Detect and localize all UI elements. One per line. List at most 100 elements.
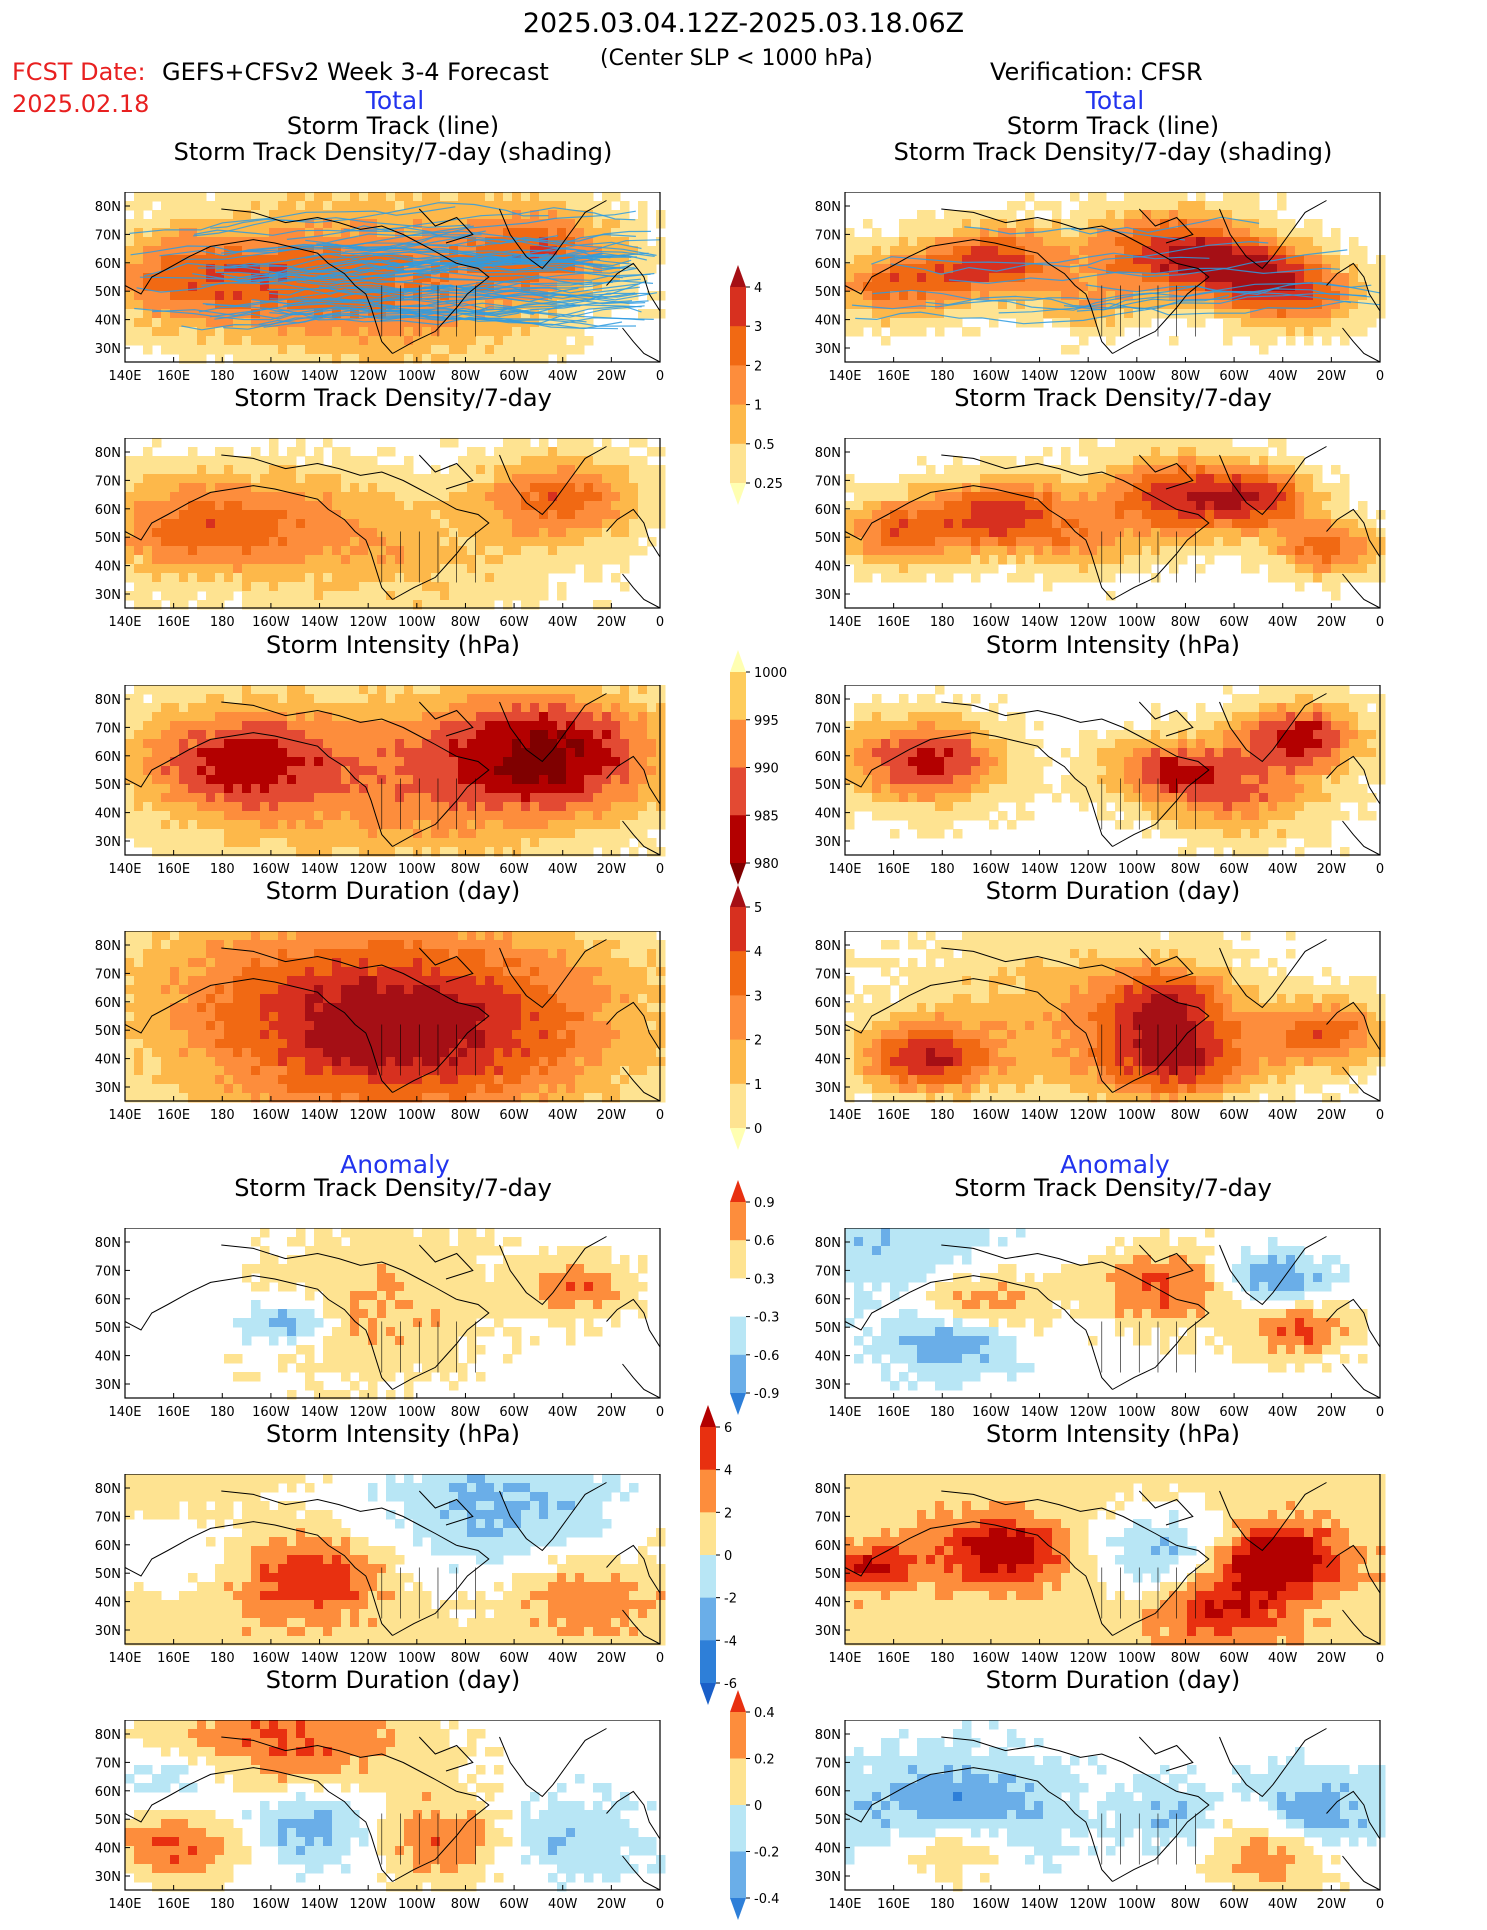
colorbar-label: -0.2 xyxy=(754,1846,779,1861)
colorbar-label: 5 xyxy=(754,901,762,916)
lat-tick-label: 50N xyxy=(815,285,841,300)
lon-tick-label: 140W xyxy=(1021,369,1059,384)
colorbar-label: 980 xyxy=(754,857,779,872)
colorbar-label: 0.2 xyxy=(754,1753,775,1768)
lat-tick-label: 80N xyxy=(815,1236,841,1251)
lat-tick-label: 80N xyxy=(815,693,841,708)
lon-tick-label: 60W xyxy=(1219,615,1249,630)
lat-tick-label: 60N xyxy=(815,1293,841,1308)
lon-tick-label: 180 xyxy=(930,1651,955,1666)
colorbar-label: 2 xyxy=(724,1506,732,1521)
lon-tick-label: 60W xyxy=(499,615,529,630)
lon-tick-label: 40W xyxy=(548,1897,578,1912)
lat-tick-label: 30N xyxy=(815,342,841,357)
lat-tick-label: 80N xyxy=(815,939,841,954)
lon-tick-label: 60W xyxy=(499,1651,529,1666)
lat-tick-label: 30N xyxy=(815,835,841,850)
colorbar-anom-density: 0.90.60.3-0.3-0.6-0.9 xyxy=(722,1170,812,1425)
lon-tick-label: 40W xyxy=(548,1108,578,1123)
lat-tick-label: 60N xyxy=(95,1539,121,1554)
lon-tick-label: 20W xyxy=(597,1651,627,1666)
lon-tick-label: 20W xyxy=(597,615,627,630)
lat-tick-label: 50N xyxy=(95,1024,121,1039)
lat-tick-label: 40N xyxy=(95,807,121,822)
shading-layer xyxy=(845,931,1386,1103)
lat-tick-label: 80N xyxy=(815,446,841,461)
lon-tick-label: 180 xyxy=(210,1651,235,1666)
lon-tick-label: 40W xyxy=(1268,615,1298,630)
lat-tick-label: 40N xyxy=(815,314,841,329)
lon-tick-label: 100W xyxy=(1118,1651,1156,1666)
lon-tick-label: 180 xyxy=(930,1405,955,1420)
lon-tick-label: 20W xyxy=(1317,1108,1347,1123)
lat-tick-label: 70N xyxy=(815,1510,841,1525)
lon-tick-label: 140W xyxy=(1021,1897,1059,1912)
lon-tick-label: 140W xyxy=(301,1405,339,1420)
lat-tick-label: 60N xyxy=(815,996,841,1011)
lat-tick-label: 40N xyxy=(815,1350,841,1365)
lon-tick-label: 180 xyxy=(930,1897,955,1912)
lon-tick-label: 160E xyxy=(877,369,910,384)
lon-tick-label: 180 xyxy=(930,615,955,630)
lon-tick-label: 160E xyxy=(877,862,910,877)
lat-tick-label: 80N xyxy=(95,1236,121,1251)
lon-tick-label: 160W xyxy=(252,1405,290,1420)
lat-tick-label: 80N xyxy=(95,200,121,215)
lat-tick-label: 60N xyxy=(95,750,121,765)
lon-tick-label: 160E xyxy=(877,615,910,630)
colorbar-label: -0.3 xyxy=(754,1311,779,1326)
lon-tick-label: 160W xyxy=(972,369,1010,384)
lon-tick-label: 160W xyxy=(972,1897,1010,1912)
lon-tick-label: 160W xyxy=(252,615,290,630)
colorbar-label: 1 xyxy=(754,1078,762,1093)
lon-tick-label: 120W xyxy=(349,369,387,384)
lon-tick-label: 120W xyxy=(1069,615,1107,630)
colorbar-label: 0.5 xyxy=(754,438,775,453)
lat-tick-label: 70N xyxy=(815,721,841,736)
lon-tick-label: 0 xyxy=(1376,369,1384,384)
lon-tick-label: 120W xyxy=(1069,1651,1107,1666)
shading-layer xyxy=(125,1720,666,1892)
colorbar-label: 1 xyxy=(754,399,762,414)
lat-tick-label: 50N xyxy=(815,778,841,793)
lon-tick-label: 60W xyxy=(1219,862,1249,877)
lat-tick-label: 60N xyxy=(815,503,841,518)
lon-tick-label: 80W xyxy=(1171,615,1201,630)
lon-tick-label: 100W xyxy=(398,1651,436,1666)
lon-tick-label: 60W xyxy=(1219,1651,1249,1666)
lon-tick-label: 140E xyxy=(108,1897,141,1912)
panel-subtitle: Storm Track Density/7-day (shading) xyxy=(833,138,1393,166)
lon-tick-label: 40W xyxy=(1268,1108,1298,1123)
colorbar-label: -2 xyxy=(724,1592,737,1607)
lat-tick-label: 30N xyxy=(95,1624,121,1639)
lon-tick-label: 180 xyxy=(210,369,235,384)
lat-tick-label: 30N xyxy=(815,1081,841,1096)
lat-tick-label: 50N xyxy=(95,1321,121,1336)
lon-tick-label: 0 xyxy=(1376,1108,1384,1123)
lon-tick-label: 140E xyxy=(828,1651,861,1666)
lon-tick-label: 80W xyxy=(451,615,481,630)
lon-tick-label: 120W xyxy=(349,862,387,877)
colorbar-label: 985 xyxy=(754,809,779,824)
lon-tick-label: 20W xyxy=(597,1405,627,1420)
lon-tick-label: 20W xyxy=(1317,1651,1347,1666)
threshold-subtitle: (Center SLP < 1000 hPa) xyxy=(600,46,873,71)
lat-tick-label: 30N xyxy=(815,1624,841,1639)
lon-tick-label: 120W xyxy=(349,1405,387,1420)
lon-tick-label: 120W xyxy=(1069,1405,1107,1420)
lon-tick-label: 40W xyxy=(548,369,578,384)
lat-tick-label: 80N xyxy=(95,1728,121,1743)
lat-tick-label: 70N xyxy=(815,967,841,982)
lon-tick-label: 20W xyxy=(1317,369,1347,384)
lat-tick-label: 70N xyxy=(95,1510,121,1525)
lon-tick-label: 160E xyxy=(877,1405,910,1420)
lon-tick-label: 0 xyxy=(656,1108,664,1123)
lon-tick-label: 160W xyxy=(252,1897,290,1912)
lat-tick-label: 40N xyxy=(95,1842,121,1857)
panel-title: Storm Track Density/7-day xyxy=(833,1174,1393,1202)
